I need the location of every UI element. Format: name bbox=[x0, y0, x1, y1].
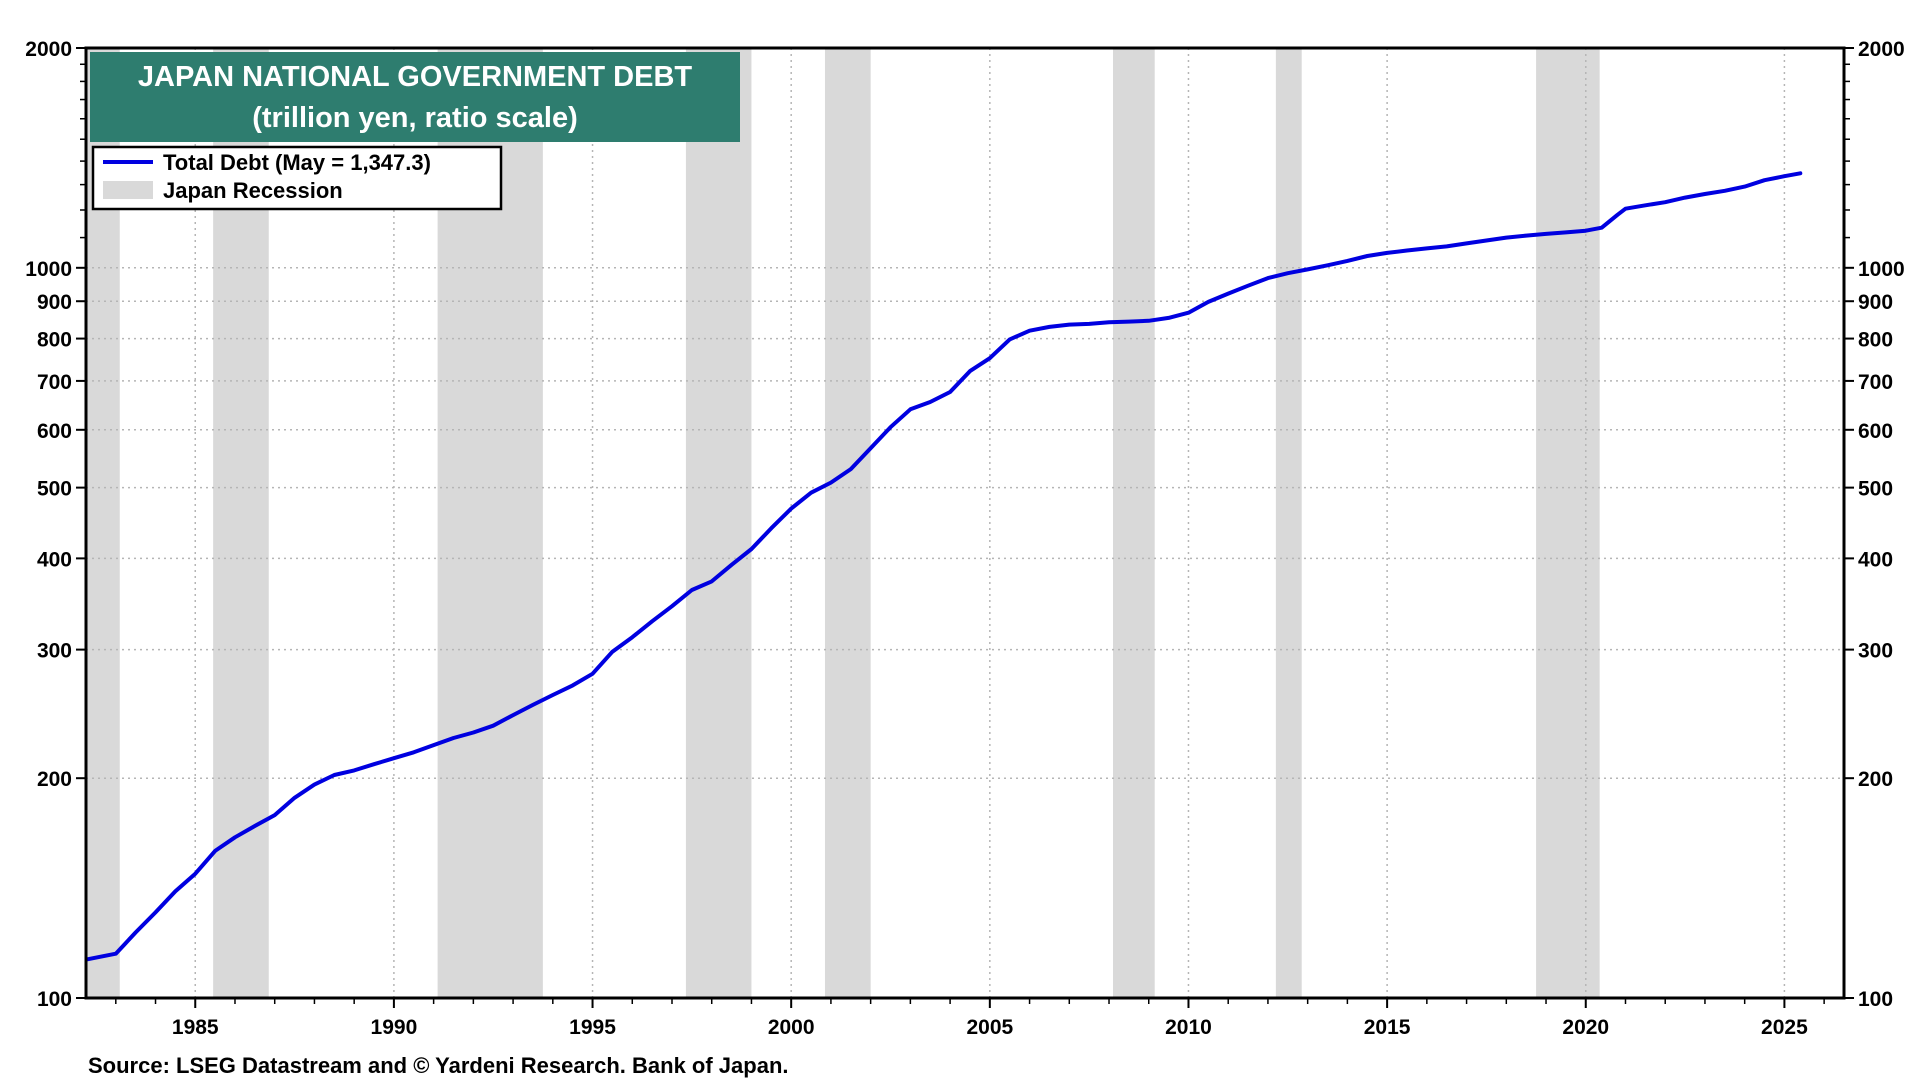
y-tick-label-left-400: 400 bbox=[37, 548, 72, 571]
y-tick-label-left-800: 800 bbox=[37, 329, 72, 352]
title-box: JAPAN NATIONAL GOVERNMENT DEBT (trillion… bbox=[90, 52, 740, 142]
y-tick-label-right-1000: 1000 bbox=[1858, 258, 1905, 281]
x-tick-label-2015: 2015 bbox=[1364, 1016, 1411, 1039]
series-layer bbox=[86, 171, 1803, 962]
legend-swatch-recession bbox=[103, 181, 153, 199]
series-line-total-debt bbox=[86, 171, 1803, 962]
recession-band-5 bbox=[1112, 48, 1155, 998]
y-tick-label-right-800: 800 bbox=[1858, 329, 1893, 352]
x-tick-label-2000: 2000 bbox=[768, 1016, 815, 1039]
plot-frame bbox=[84, 46, 1846, 1000]
recession-band-4 bbox=[824, 48, 871, 998]
legend-label-recession: Japan Recession bbox=[163, 178, 343, 203]
x-tick-label-1985: 1985 bbox=[172, 1016, 219, 1039]
legend-label-total-debt: Total Debt (May = 1,347.3) bbox=[163, 150, 431, 175]
y-tick-label-right-2000: 2000 bbox=[1858, 38, 1905, 61]
axes: 100 100 200 200 300 300 400 400 500 500 600 600 700 7… bbox=[25, 38, 1904, 1039]
y-tick-label-right-600: 600 bbox=[1858, 420, 1893, 443]
y-tick-label-right-400: 400 bbox=[1858, 548, 1893, 571]
y-tick-label-left-1000: 1000 bbox=[25, 258, 72, 281]
y-tick-label-left-200: 200 bbox=[37, 768, 72, 791]
y-tick-label-left-100: 100 bbox=[37, 988, 72, 1011]
x-tick-label-2005: 2005 bbox=[966, 1016, 1013, 1039]
x-tick-label-1995: 1995 bbox=[569, 1016, 616, 1039]
y-tick-label-left-900: 900 bbox=[37, 291, 72, 314]
x-tick-label-2020: 2020 bbox=[1562, 1016, 1609, 1039]
x-tick-label-2025: 2025 bbox=[1761, 1016, 1808, 1039]
y-tick-label-right-200: 200 bbox=[1858, 768, 1893, 791]
source-note: Source: LSEG Datastream and © Yardeni Re… bbox=[88, 1053, 789, 1078]
x-tick-label-2010: 2010 bbox=[1165, 1016, 1212, 1039]
y-tick-label-right-300: 300 bbox=[1858, 640, 1893, 663]
recession-band-7 bbox=[1536, 48, 1600, 998]
y-tick-label-left-600: 600 bbox=[37, 420, 72, 443]
recession-band-3 bbox=[685, 48, 752, 998]
y-tick-label-left-300: 300 bbox=[37, 640, 72, 663]
y-tick-label-right-700: 700 bbox=[1858, 371, 1893, 394]
y-tick-label-right-500: 500 bbox=[1858, 478, 1893, 501]
chart-title: JAPAN NATIONAL GOVERNMENT DEBT bbox=[138, 61, 693, 93]
chart-subtitle: (trillion yen, ratio scale) bbox=[252, 102, 578, 134]
y-tick-label-left-500: 500 bbox=[37, 478, 72, 501]
x-tick-label-1990: 1990 bbox=[371, 1016, 418, 1039]
y-tick-label-left-2000: 2000 bbox=[25, 38, 72, 61]
y-tick-label-right-900: 900 bbox=[1858, 291, 1893, 314]
y-tick-label-right-100: 100 bbox=[1858, 988, 1893, 1011]
gridlines bbox=[86, 48, 1844, 998]
legend: Total Debt (May = 1,347.3) Japan Recessi… bbox=[91, 145, 503, 211]
recession-band-6 bbox=[1275, 48, 1302, 998]
y-tick-label-left-700: 700 bbox=[37, 371, 72, 394]
